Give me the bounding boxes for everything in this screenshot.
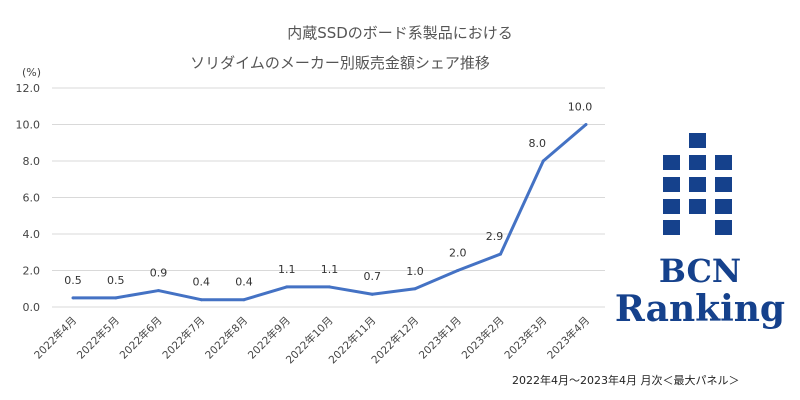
data-point — [71, 296, 75, 300]
data-point — [413, 287, 417, 291]
y-tick-label: 8.0 — [23, 155, 41, 168]
data-point — [242, 298, 246, 302]
footnote: 2022年4月～2023年4月 月次＜最大パネル＞ — [512, 374, 740, 387]
logo-square — [663, 199, 680, 214]
data-point — [370, 292, 374, 296]
chart-title: 内蔵SSDのボード系製品における — [287, 24, 513, 42]
data-point — [456, 269, 460, 272]
data-label: 1.1 — [321, 263, 339, 276]
data-label: 0.4 — [193, 276, 211, 289]
chart-subtitle: ソリダイムのメーカー別販売金額シェア推移 — [190, 54, 490, 72]
logo-square — [715, 199, 732, 214]
y-tick-label: 2.0 — [23, 265, 41, 278]
y-tick-label: 6.0 — [23, 192, 41, 205]
data-label: 1.0 — [406, 265, 424, 278]
data-point — [499, 252, 502, 256]
logo-square — [689, 199, 706, 214]
y-axis-label: (%) — [22, 66, 41, 79]
data-label: 0.5 — [107, 274, 125, 287]
data-point — [328, 285, 331, 289]
logo-ranking: Ranking — [614, 288, 786, 330]
logo-square — [663, 220, 680, 235]
data-label: 8.0 — [529, 137, 547, 150]
logo-square — [715, 177, 732, 192]
data-point — [584, 123, 588, 126]
y-tick-label: 0.0 — [23, 301, 41, 314]
logo-square — [715, 155, 732, 170]
y-tick-label: 12.0 — [16, 82, 41, 95]
y-tick-label: 4.0 — [23, 228, 41, 241]
logo-square — [689, 133, 706, 148]
logo-bcn: BCN — [658, 252, 742, 290]
data-label: 1.1 — [278, 263, 296, 276]
y-tick-label: 10.0 — [16, 119, 41, 132]
logo-square — [663, 155, 680, 170]
logo-square — [715, 220, 732, 235]
data-label: 10.0 — [568, 101, 593, 114]
data-point — [199, 298, 203, 302]
data-point — [285, 285, 289, 289]
data-label: 0.9 — [150, 267, 168, 280]
data-label: 2.9 — [486, 230, 504, 243]
data-point — [157, 289, 160, 293]
logo-square — [689, 177, 706, 192]
data-point — [541, 159, 545, 163]
data-label: 0.5 — [64, 274, 82, 287]
data-label: 0.4 — [235, 276, 253, 289]
data-label: 2.0 — [449, 247, 467, 260]
data-label: 0.7 — [364, 270, 382, 283]
data-point — [114, 296, 118, 300]
logo-square — [663, 177, 680, 192]
logo-square — [689, 155, 706, 170]
